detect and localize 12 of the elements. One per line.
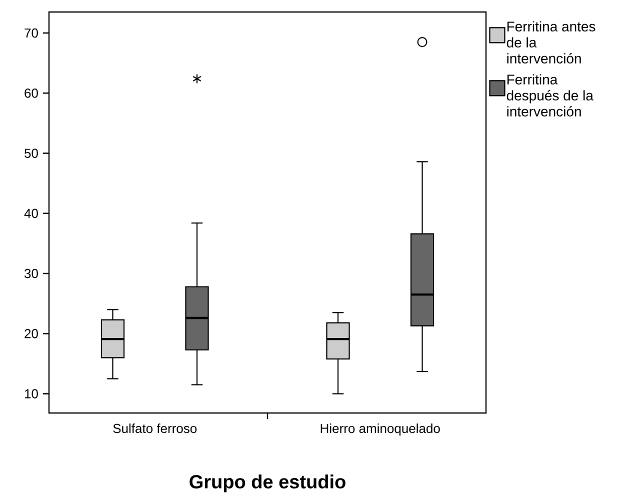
y-tick-label: 30 <box>24 268 38 278</box>
y-tick-label: 50 <box>24 148 38 158</box>
legend-label: Ferritina antes de la intervención <box>506 21 596 64</box>
x-tick-label: Hierro aminoquelado <box>320 424 440 436</box>
y-tick-label: 20 <box>24 329 38 338</box>
y-tick-label: 70 <box>24 28 38 38</box>
y-tick-label: 10 <box>24 389 38 398</box>
y-tick-label: 40 <box>24 208 38 218</box>
y-tick-label: 60 <box>24 88 38 98</box>
x-axis-title: Grupo de estudio <box>190 474 346 492</box>
legend-label: Ferritina después de la intervención <box>506 74 594 116</box>
x-tick-label: Sulfato ferroso <box>113 424 197 434</box>
